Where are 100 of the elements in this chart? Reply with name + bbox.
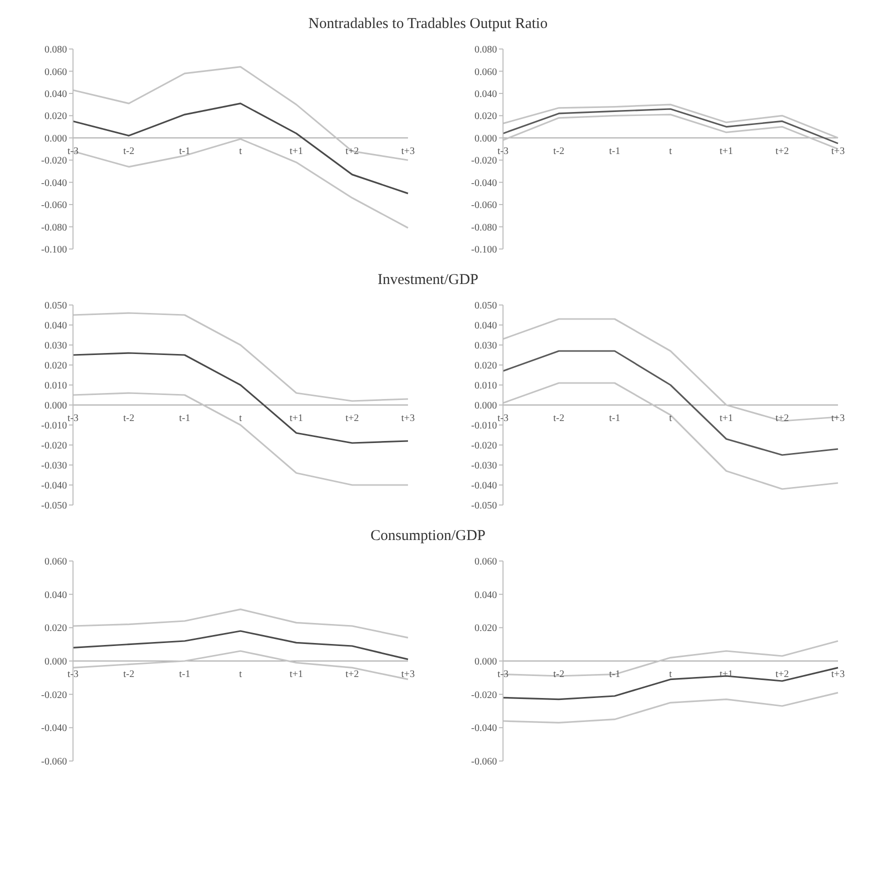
y-tick-label: 0.000 xyxy=(474,400,497,412)
x-tick-label: t-1 xyxy=(609,669,620,680)
x-tick-label: t+3 xyxy=(831,146,845,157)
x-tick-label: t-2 xyxy=(553,146,564,157)
x-tick-label: t-1 xyxy=(179,413,190,424)
y-tick-label: 0.000 xyxy=(474,656,497,668)
x-tick-label: t+3 xyxy=(401,146,415,157)
x-tick-label: t-3 xyxy=(67,669,79,680)
x-tick-label: t xyxy=(239,413,242,424)
y-tick-label: 0.020 xyxy=(474,111,497,122)
y-tick-label: 0.040 xyxy=(44,320,67,332)
x-tick-label: t+3 xyxy=(401,669,415,680)
x-tick-label: t-2 xyxy=(553,413,564,424)
y-tick-label: 0.060 xyxy=(44,556,67,568)
x-tick-label: t+2 xyxy=(775,669,789,680)
y-tick-label: -0.030 xyxy=(471,460,497,472)
x-tick-label: t-1 xyxy=(179,669,190,680)
y-tick-label: -0.060 xyxy=(41,200,67,212)
x-tick-label: t-3 xyxy=(67,413,79,424)
x-tick-label: t-3 xyxy=(497,669,509,680)
y-tick-label: 0.060 xyxy=(474,556,497,568)
x-tick-label: t+2 xyxy=(345,146,359,157)
y-tick-label: -0.020 xyxy=(41,690,67,701)
line-series xyxy=(72,630,409,660)
x-tick-label: t xyxy=(669,669,672,680)
y-tick-label: -0.020 xyxy=(471,440,497,452)
y-tick-label: -0.060 xyxy=(471,200,497,212)
y-tick-label: -0.080 xyxy=(471,222,497,234)
y-tick-label: -0.020 xyxy=(41,156,67,167)
y-tick-label: -0.020 xyxy=(41,440,67,452)
y-tick-label: 0.030 xyxy=(474,340,497,352)
x-tick-label: t-3 xyxy=(497,413,509,424)
y-tick-label: -0.020 xyxy=(471,156,497,167)
y-tick-label: 0.000 xyxy=(44,400,67,412)
y-tick-label: 0.050 xyxy=(44,300,67,312)
x-tick-label: t-2 xyxy=(123,146,134,157)
y-tick-label: -0.040 xyxy=(41,178,67,189)
y-tick-label: 0.080 xyxy=(474,44,497,56)
chart-title: Investment/GDP xyxy=(376,271,480,290)
y-tick-label: 0.040 xyxy=(474,590,497,601)
chart-title: Consumption/GDP xyxy=(369,527,487,546)
line-series xyxy=(502,108,839,144)
x-tick-label: t-3 xyxy=(497,146,509,157)
x-tick-label: t xyxy=(239,669,242,680)
x-tick-label: t+3 xyxy=(831,413,845,424)
x-tick-label: t+2 xyxy=(775,413,789,424)
y-tick-label: -0.040 xyxy=(471,178,497,189)
y-tick-label: 0.040 xyxy=(44,88,67,100)
x-tick-label: t+2 xyxy=(775,146,789,157)
y-tick-label: -0.080 xyxy=(41,222,67,234)
x-tick-label: t-3 xyxy=(67,146,79,157)
y-tick-label: 0.080 xyxy=(44,44,67,56)
x-tick-label: t-1 xyxy=(609,413,620,424)
x-tick-label: t-1 xyxy=(609,146,620,157)
y-tick-label: 0.040 xyxy=(44,590,67,601)
y-tick-label: -0.100 xyxy=(471,244,497,256)
y-tick-label: 0.060 xyxy=(474,66,497,78)
x-tick-label: t-2 xyxy=(553,669,564,680)
x-tick-label: t+1 xyxy=(290,413,304,424)
x-tick-label: t+2 xyxy=(345,413,359,424)
y-tick-label: -0.050 xyxy=(41,500,67,512)
y-tick-label: -0.040 xyxy=(41,723,67,734)
y-tick-label: 0.050 xyxy=(474,300,497,312)
chart-title: Nontradables to Tradables Output Ratio xyxy=(307,15,549,34)
y-tick-label: 0.010 xyxy=(474,380,497,392)
y-tick-label: 0.020 xyxy=(44,623,67,634)
y-tick-label: -0.030 xyxy=(41,460,67,472)
y-tick-label: 0.020 xyxy=(44,360,67,372)
y-tick-label: 0.000 xyxy=(44,656,67,668)
y-tick-label: -0.040 xyxy=(41,480,67,492)
x-tick-label: t xyxy=(669,413,672,424)
x-tick-label: t+3 xyxy=(401,413,415,424)
y-tick-label: -0.020 xyxy=(471,690,497,701)
y-tick-label: -0.100 xyxy=(41,244,67,256)
y-tick-label: 0.000 xyxy=(44,133,67,144)
x-tick-label: t-2 xyxy=(123,669,134,680)
y-tick-label: 0.040 xyxy=(474,320,497,332)
y-tick-label: -0.040 xyxy=(471,723,497,734)
y-tick-label: -0.010 xyxy=(471,420,497,432)
x-tick-label: t xyxy=(239,146,242,157)
y-tick-label: 0.010 xyxy=(44,380,67,392)
y-tick-label: -0.060 xyxy=(41,756,67,768)
y-tick-label: 0.030 xyxy=(44,340,67,352)
y-tick-label: 0.000 xyxy=(474,133,497,144)
x-tick-label: t+3 xyxy=(831,669,845,680)
x-tick-label: t-1 xyxy=(179,146,190,157)
y-tick-label: 0.060 xyxy=(44,66,67,78)
y-tick-label: 0.020 xyxy=(474,360,497,372)
y-tick-label: -0.060 xyxy=(471,756,497,768)
y-tick-label: 0.020 xyxy=(44,111,67,122)
x-tick-label: t+1 xyxy=(720,413,734,424)
x-tick-label: t+1 xyxy=(720,146,734,157)
y-tick-label: 0.020 xyxy=(474,623,497,634)
y-tick-label: -0.050 xyxy=(471,500,497,512)
x-tick-label: t+1 xyxy=(290,146,304,157)
y-tick-label: 0.040 xyxy=(474,88,497,100)
y-tick-label: -0.040 xyxy=(471,480,497,492)
x-tick-label: t-2 xyxy=(123,413,134,424)
y-tick-label: -0.010 xyxy=(41,420,67,432)
x-tick-label: t+1 xyxy=(290,669,304,680)
